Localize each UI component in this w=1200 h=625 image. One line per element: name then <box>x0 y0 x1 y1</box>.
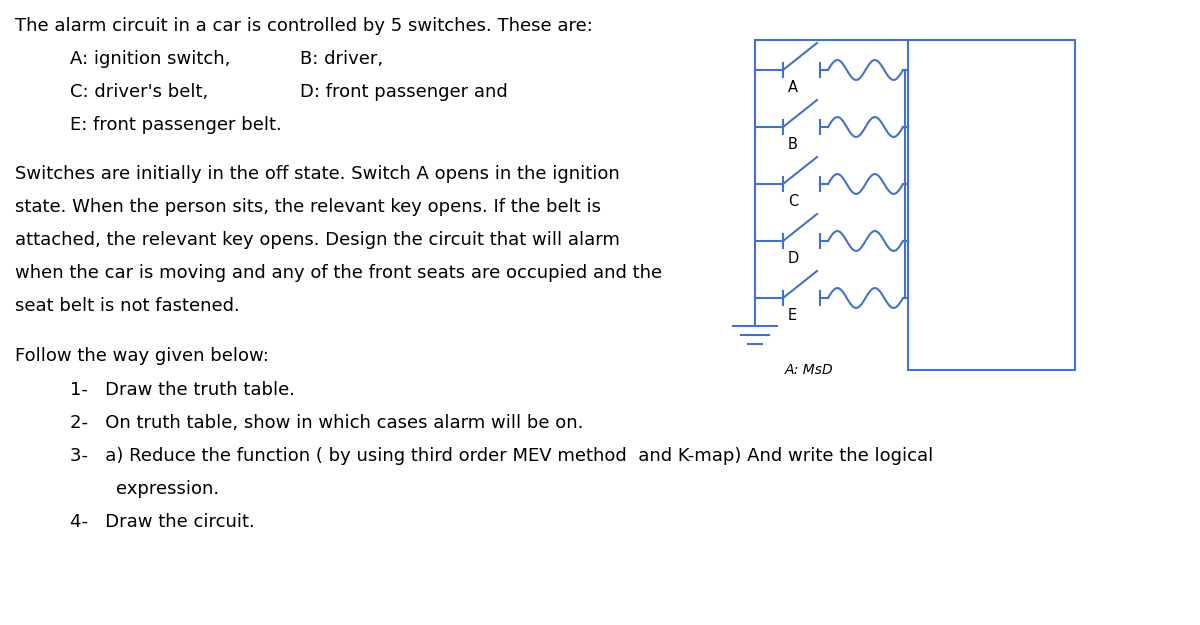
Text: D: D <box>788 251 799 266</box>
Text: A: ignition switch,: A: ignition switch, <box>70 50 230 68</box>
Text: E: front passenger belt.: E: front passenger belt. <box>70 116 282 134</box>
Text: A: A <box>788 80 798 95</box>
Text: B: B <box>788 137 798 152</box>
Text: attached, the relevant key opens. Design the circuit that will alarm: attached, the relevant key opens. Design… <box>14 231 620 249</box>
Text: The alarm circuit in a car is controlled by 5 switches. These are:: The alarm circuit in a car is controlled… <box>14 17 593 35</box>
Text: 4-   Draw the circuit.: 4- Draw the circuit. <box>70 513 254 531</box>
Text: expression.: expression. <box>70 480 220 498</box>
Text: B: driver,: B: driver, <box>300 50 383 68</box>
Text: 3-   a) Reduce the function ( by using third order MEV method  and K-map) And wr: 3- a) Reduce the function ( by using thi… <box>70 447 934 465</box>
Text: C: C <box>788 194 798 209</box>
Text: Follow the way given below:: Follow the way given below: <box>14 347 269 365</box>
Text: D: front passenger and: D: front passenger and <box>300 83 508 101</box>
FancyBboxPatch shape <box>908 40 1075 370</box>
Text: 1-   Draw the truth table.: 1- Draw the truth table. <box>70 381 295 399</box>
Text: A: MsD: A: MsD <box>785 363 834 377</box>
Text: C: driver's belt,: C: driver's belt, <box>70 83 209 101</box>
Text: when the car is moving and any of the front seats are occupied and the: when the car is moving and any of the fr… <box>14 264 662 282</box>
Text: Switches are initially in the off state. Switch A opens in the ignition: Switches are initially in the off state.… <box>14 165 619 183</box>
Text: state. When the person sits, the relevant key opens. If the belt is: state. When the person sits, the relevan… <box>14 198 601 216</box>
Text: E: E <box>788 308 797 323</box>
Text: seat belt is not fastened.: seat belt is not fastened. <box>14 297 240 315</box>
Text: 2-   On truth table, show in which cases alarm will be on.: 2- On truth table, show in which cases a… <box>70 414 583 432</box>
